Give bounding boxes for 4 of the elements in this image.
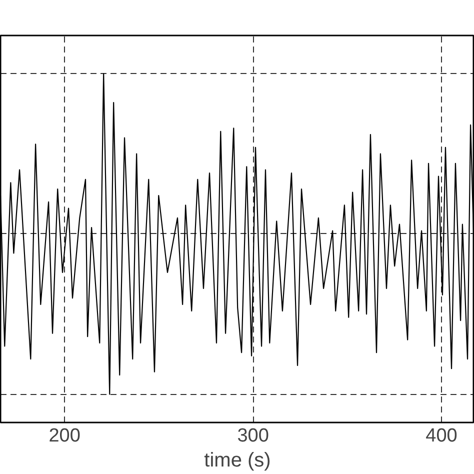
x-tick-label: 400 (426, 426, 458, 446)
x-axis-title: time (s) (204, 450, 271, 472)
x-tick-label: 300 (237, 426, 269, 446)
x-tick-label: 200 (48, 426, 80, 446)
